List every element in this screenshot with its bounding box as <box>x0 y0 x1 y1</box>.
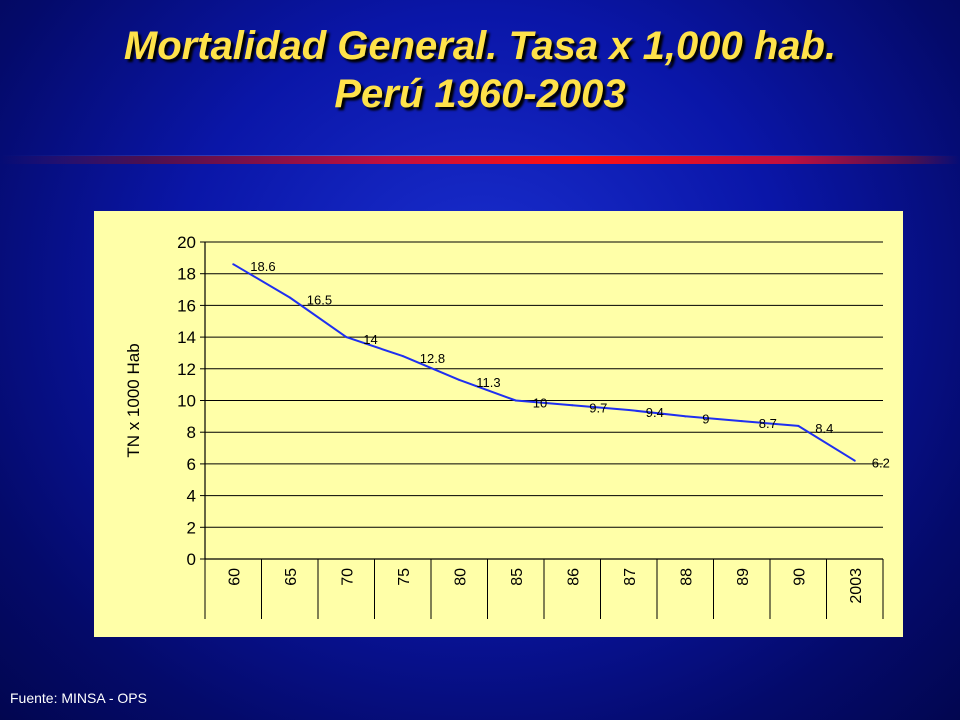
data-point <box>797 424 800 427</box>
divider-highlight <box>0 155 960 156</box>
x-tick-label: 2003 <box>848 568 865 604</box>
data-label: 8.4 <box>815 421 833 436</box>
series-line <box>232 263 856 462</box>
data-label: 8.7 <box>759 416 777 431</box>
title-line-2: Perú 1960-2003 <box>334 72 626 116</box>
chart-panel: 0 2 4 6 8 10 12 14 16 18 20 60 65 70 75 80 85 86 87 88 89 90 2… <box>94 211 903 637</box>
y-tick-label: 0 <box>187 550 196 569</box>
y-tick-label: 16 <box>177 296 196 315</box>
y-axis-title: TN x 1000 Hab <box>124 343 143 457</box>
data-point <box>345 336 348 339</box>
x-tick-label: 70 <box>339 568 356 586</box>
y-tick-label: 18 <box>177 265 196 284</box>
x-tick-label: 65 <box>283 568 300 586</box>
y-tick-label: 4 <box>187 487 196 506</box>
data-point <box>401 355 404 358</box>
data-point <box>627 409 630 412</box>
y-tick-label: 20 <box>177 233 196 252</box>
y-tick-label: 14 <box>177 328 196 347</box>
data-label: 11.3 <box>476 375 500 390</box>
x-tick-label: 87 <box>622 568 639 586</box>
data-label: 16.5 <box>307 292 332 307</box>
data-point <box>853 459 856 462</box>
y-tick-label: 6 <box>187 455 196 474</box>
data-label: 12.8 <box>420 351 445 366</box>
x-tick-label: 80 <box>452 568 469 586</box>
data-point <box>232 263 235 266</box>
data-point <box>571 404 574 407</box>
source-note: Fuente: MINSA - OPS <box>10 690 147 706</box>
title-divider <box>0 156 960 164</box>
x-tick-label: 90 <box>791 568 808 586</box>
data-label: 10 <box>533 396 547 411</box>
data-label: 18.6 <box>250 259 275 274</box>
data-label: 14 <box>363 332 377 347</box>
y-tick-label: 12 <box>177 360 196 379</box>
x-tick-label: 60 <box>226 568 243 586</box>
y-tick-label: 2 <box>187 518 196 537</box>
data-point <box>514 399 517 402</box>
data-point <box>458 378 461 381</box>
data-label: 9 <box>702 411 709 426</box>
x-tick-label: 86 <box>565 568 582 586</box>
title-line-1: Mortalidad General. Tasa x 1,000 hab. <box>123 24 837 68</box>
data-label: 9.4 <box>646 405 664 420</box>
mortality-line-chart: 0 2 4 6 8 10 12 14 16 18 20 60 65 70 75 80 85 86 87 88 89 90 2… <box>124 233 890 619</box>
data-point <box>288 296 291 299</box>
x-tick-label: 88 <box>678 568 695 586</box>
x-tick-label: 85 <box>509 568 526 586</box>
x-tick-label: 75 <box>396 568 413 586</box>
x-tick-label: 89 <box>735 568 752 586</box>
data-point <box>740 420 743 423</box>
y-tick-label: 10 <box>177 392 196 411</box>
y-tick-label: 8 <box>187 423 196 442</box>
data-point <box>684 415 687 418</box>
data-label: 6.2 <box>872 456 890 471</box>
slide-title: Mortalidad General. Tasa x 1,000 hab. Pe… <box>0 22 960 118</box>
data-label: 9.7 <box>589 400 607 415</box>
